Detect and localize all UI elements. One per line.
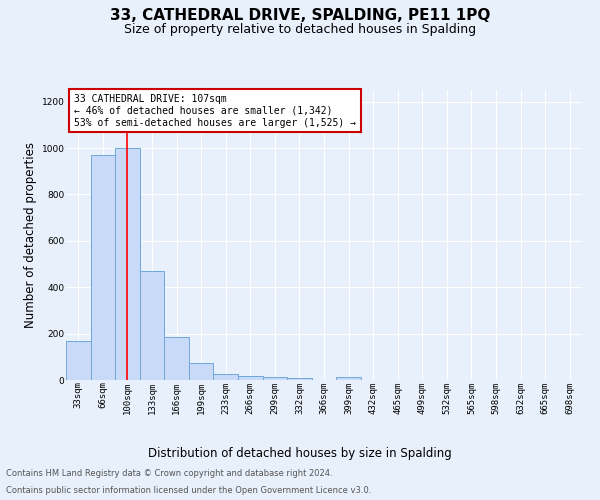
Bar (164, 337, 189, 380)
Bar (115, 148, 140, 380)
Bar (287, 378, 312, 380)
Text: Distribution of detached houses by size in Spalding: Distribution of detached houses by size … (148, 448, 452, 460)
Bar (238, 376, 263, 380)
Text: Contains HM Land Registry data © Crown copyright and database right 2024.: Contains HM Land Registry data © Crown c… (6, 468, 332, 477)
Bar (214, 374, 238, 380)
Bar (336, 377, 361, 380)
Text: Size of property relative to detached houses in Spalding: Size of property relative to detached ho… (124, 22, 476, 36)
Bar (140, 271, 164, 380)
Bar (189, 362, 214, 380)
Text: Contains public sector information licensed under the Open Government Licence v3: Contains public sector information licen… (6, 486, 371, 495)
Bar (66, 340, 91, 380)
Bar (263, 377, 287, 380)
Text: 33, CATHEDRAL DRIVE, SPALDING, PE11 1PQ: 33, CATHEDRAL DRIVE, SPALDING, PE11 1PQ (110, 8, 490, 22)
Text: 33 CATHEDRAL DRIVE: 107sqm
← 46% of detached houses are smaller (1,342)
53% of s: 33 CATHEDRAL DRIVE: 107sqm ← 46% of deta… (74, 94, 356, 128)
Y-axis label: Number of detached properties: Number of detached properties (25, 142, 37, 328)
Bar (91, 155, 115, 380)
